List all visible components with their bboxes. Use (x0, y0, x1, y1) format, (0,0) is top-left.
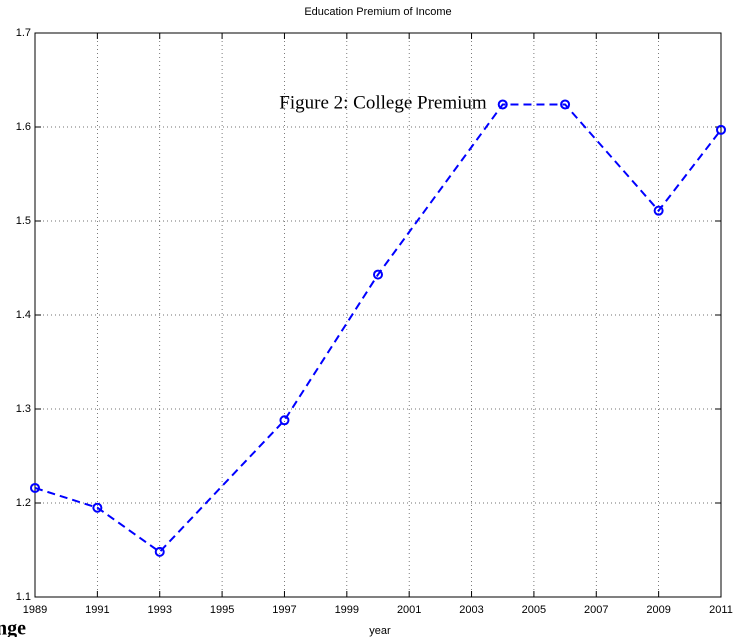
y-tick-label: 1.7 (16, 27, 31, 39)
x-tick-label: 2011 (709, 604, 733, 616)
x-tick-label: 2007 (584, 604, 608, 616)
data-point (30, 482, 40, 493)
data-point (154, 546, 165, 557)
y-tick-label: 1.3 (16, 403, 31, 415)
y-tick-label: 1.2 (16, 497, 31, 509)
data-point (560, 99, 571, 110)
data-line (34, 103, 722, 554)
x-tick-label: 2001 (397, 604, 421, 616)
data-point (92, 502, 103, 513)
annotation: Figure 2: College Premium (279, 92, 487, 113)
data-point (279, 415, 290, 426)
chart-title: Education Premium of Income (304, 6, 451, 18)
y-tick-label: 1.6 (16, 121, 31, 133)
data-point (716, 124, 726, 135)
x-tick-label: 1993 (147, 604, 171, 616)
x-tick-label: 1991 (85, 604, 109, 616)
x-tick-label: 2003 (459, 604, 483, 616)
x-tick-label: 1995 (210, 604, 234, 616)
x-tick-label: 1997 (272, 604, 296, 616)
y-tick-label: 1.4 (16, 309, 31, 321)
y-tick-label: 1.1 (16, 591, 31, 603)
data-point (373, 269, 383, 280)
x-axis-label: year (369, 625, 391, 637)
data-point (497, 99, 508, 110)
annotation: nge (0, 618, 26, 637)
x-tick-label: 1999 (335, 604, 359, 616)
data-point (653, 205, 664, 216)
x-tick-label: 2009 (646, 604, 670, 616)
x-tick-label: 2005 (522, 604, 546, 616)
y-tick-label: 1.5 (16, 215, 31, 227)
plot-frame (34, 32, 722, 598)
x-tick-label: 1989 (23, 604, 47, 616)
